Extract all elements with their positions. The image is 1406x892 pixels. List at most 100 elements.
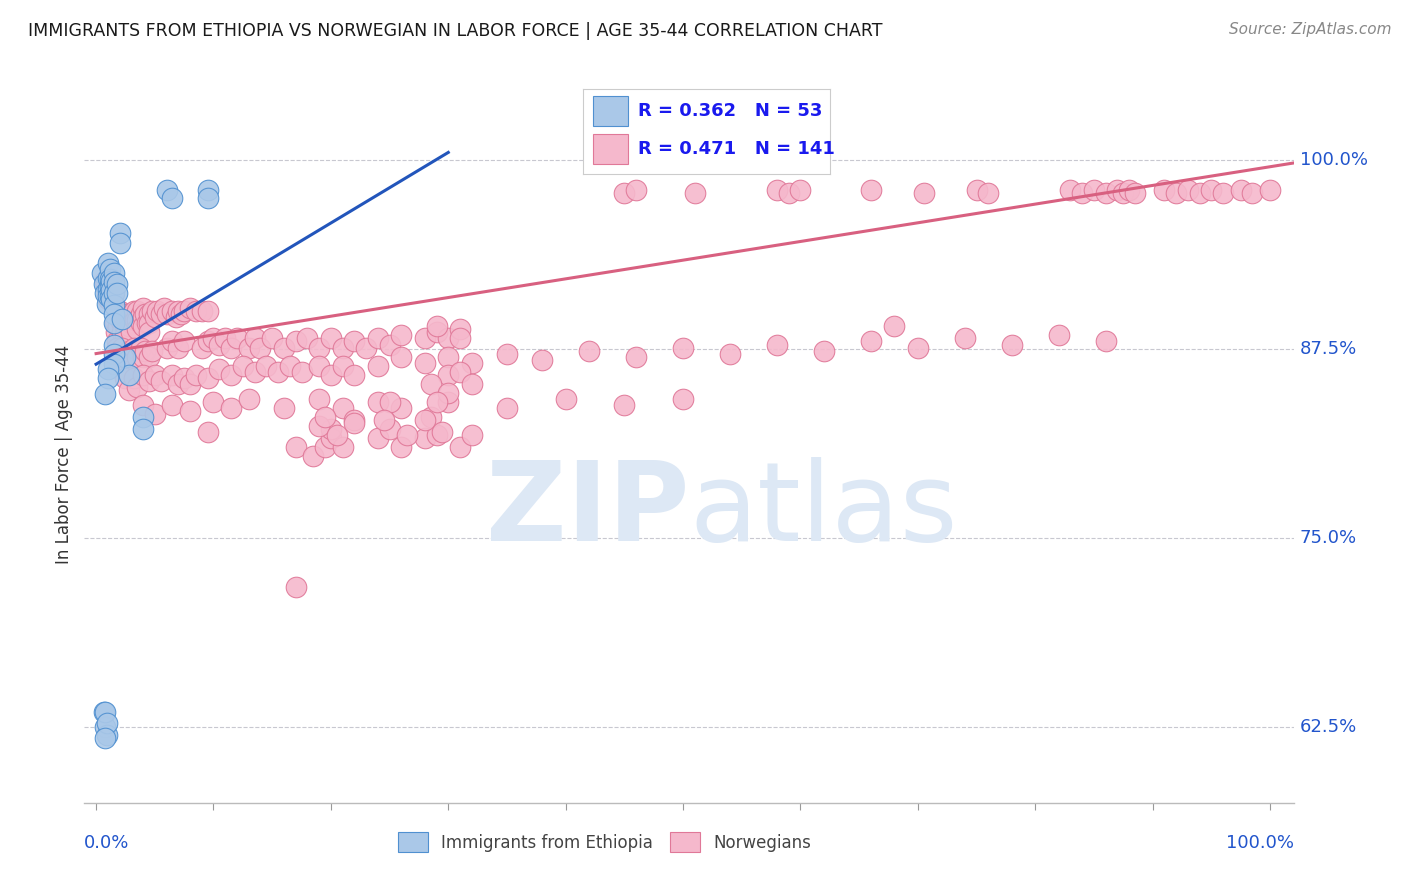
Point	[118, 368, 141, 382]
Point	[120, 307, 142, 321]
FancyBboxPatch shape	[593, 134, 627, 164]
FancyBboxPatch shape	[593, 96, 627, 126]
Point	[162, 334, 184, 349]
Point	[197, 191, 219, 205]
Point	[425, 319, 447, 334]
Point	[120, 326, 142, 340]
Point	[343, 368, 366, 382]
Point	[672, 392, 695, 406]
Point	[143, 368, 166, 382]
Point	[1071, 186, 1094, 201]
Point	[155, 183, 177, 197]
Point	[138, 326, 160, 340]
Point	[813, 343, 835, 358]
Text: IMMIGRANTS FROM ETHIOPIA VS NORWEGIAN IN LABOR FORCE | AGE 35-44 CORRELATION CHA: IMMIGRANTS FROM ETHIOPIA VS NORWEGIAN IN…	[28, 22, 883, 40]
Text: Source: ZipAtlas.com: Source: ZipAtlas.com	[1229, 22, 1392, 37]
Point	[953, 331, 976, 345]
Point	[1083, 183, 1105, 197]
Point	[1177, 183, 1199, 197]
Y-axis label: In Labor Force | Age 35-44: In Labor Force | Age 35-44	[55, 345, 73, 565]
Point	[378, 395, 401, 409]
Point	[389, 401, 412, 415]
Point	[389, 441, 412, 455]
Point	[97, 371, 120, 385]
Point	[243, 365, 266, 379]
Text: 100.0%: 100.0%	[1299, 151, 1368, 169]
Point	[96, 283, 118, 297]
Point	[367, 331, 389, 345]
Point	[96, 296, 118, 310]
Point	[103, 267, 125, 281]
Point	[96, 715, 118, 730]
Point	[437, 395, 460, 409]
Point	[461, 428, 484, 442]
Text: 87.5%: 87.5%	[1299, 340, 1357, 358]
Point	[1241, 186, 1264, 201]
Point	[184, 304, 207, 318]
Point	[129, 316, 152, 330]
Point	[97, 256, 120, 270]
Point	[219, 368, 242, 382]
Point	[111, 341, 134, 355]
Point	[419, 376, 441, 391]
Point	[167, 304, 190, 318]
Point	[437, 331, 460, 345]
Text: 0.0%: 0.0%	[84, 834, 129, 852]
Point	[624, 350, 647, 364]
Point	[93, 277, 115, 291]
Text: R = 0.471   N = 141: R = 0.471 N = 141	[638, 140, 835, 159]
Point	[238, 392, 260, 406]
Point	[118, 383, 141, 397]
Point	[319, 422, 342, 436]
Legend: Immigrants from Ethiopia, Norwegians: Immigrants from Ethiopia, Norwegians	[389, 823, 820, 861]
Point	[308, 359, 330, 373]
Text: 62.5%: 62.5%	[1299, 718, 1357, 736]
Point	[425, 395, 447, 409]
Point	[367, 359, 389, 373]
Point	[111, 307, 134, 321]
Point	[118, 310, 141, 325]
Point	[624, 183, 647, 197]
Point	[101, 289, 124, 303]
Point	[103, 337, 125, 351]
Point	[273, 341, 295, 355]
Point	[249, 341, 271, 355]
Point	[202, 395, 225, 409]
Point	[122, 304, 145, 318]
Point	[413, 413, 436, 427]
Point	[132, 350, 155, 364]
Point	[437, 385, 460, 400]
Point	[389, 350, 412, 364]
Point	[118, 319, 141, 334]
Point	[332, 441, 354, 455]
Point	[105, 326, 128, 340]
Point	[114, 328, 136, 343]
Point	[98, 261, 121, 276]
Point	[966, 183, 988, 197]
Point	[208, 337, 231, 351]
Point	[314, 441, 336, 455]
Point	[496, 346, 519, 360]
Point	[155, 307, 177, 321]
Point	[278, 359, 301, 373]
Point	[389, 328, 412, 343]
Point	[94, 387, 117, 401]
Point	[129, 307, 152, 321]
Point	[138, 350, 160, 364]
Point	[326, 428, 349, 442]
Point	[127, 380, 149, 394]
Point	[314, 410, 336, 425]
Point	[153, 301, 176, 316]
Point	[103, 316, 125, 330]
Point	[124, 313, 146, 327]
Text: atlas: atlas	[689, 457, 957, 564]
Point	[91, 267, 114, 281]
Point	[778, 186, 800, 201]
Point	[103, 357, 125, 371]
Point	[461, 376, 484, 391]
Point	[179, 301, 201, 316]
Point	[103, 307, 125, 321]
Point	[98, 271, 121, 285]
Point	[367, 431, 389, 445]
Point	[132, 410, 155, 425]
